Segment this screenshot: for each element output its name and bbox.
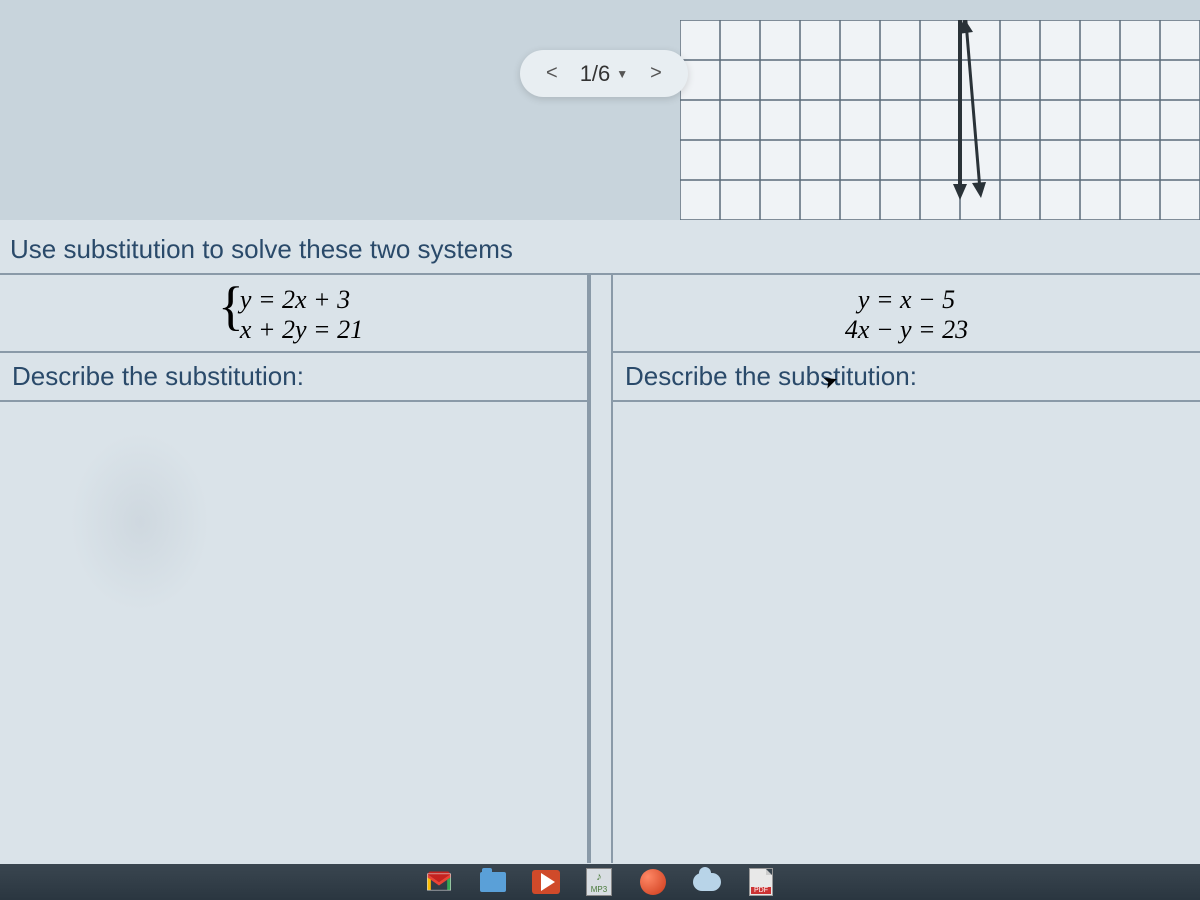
work-area-right[interactable] [613,402,1200,863]
describe-right: Describe the substitution: ➤ [613,353,1200,402]
worksheet-content: Use substitution to solve these two syst… [0,220,1200,864]
equation-right-1: y = x − 5 [845,285,968,315]
problems-row: y = 2x + 3 x + 2y = 21 Describe the subs… [0,275,1200,863]
equation-right-2: 4x − y = 23 [845,315,968,345]
graph-area [680,20,1200,220]
graph-svg [680,20,1200,220]
prev-page-button[interactable]: < [536,58,568,89]
equations-left: y = 2x + 3 x + 2y = 21 [0,275,587,353]
instruction-text: Use substitution to solve these two syst… [0,220,1200,275]
page-indicator[interactable]: 1/6 ▼ [568,61,640,87]
browser-icon[interactable] [638,869,668,895]
chevron-down-icon: ▼ [616,67,628,81]
describe-right-text: Describe the substitution: [625,361,917,391]
gmail-icon[interactable] [424,869,454,895]
next-page-button[interactable]: > [640,58,672,89]
page-number: 1/6 [580,61,611,87]
smudge-mark [70,432,210,612]
describe-left: Describe the substitution: [0,353,587,402]
play-icon[interactable] [532,870,560,894]
work-area-left[interactable] [0,402,587,863]
cloud-icon[interactable] [692,869,722,895]
taskbar: MP3 [0,864,1200,900]
equations-right: y = x − 5 4x − y = 23 [613,275,1200,353]
problem-right: y = x − 5 4x − y = 23 Describe the subst… [613,275,1200,863]
folder-icon[interactable] [478,869,508,895]
equation-left-1: y = 2x + 3 [240,285,363,315]
equation-left-2: x + 2y = 21 [240,315,363,345]
mp3-file-icon[interactable]: MP3 [584,869,614,895]
page-navigator: < 1/6 ▼ > [520,50,688,97]
problem-left: y = 2x + 3 x + 2y = 21 Describe the subs… [0,275,589,863]
center-divider [589,275,613,863]
pdf-file-icon[interactable] [746,869,776,895]
